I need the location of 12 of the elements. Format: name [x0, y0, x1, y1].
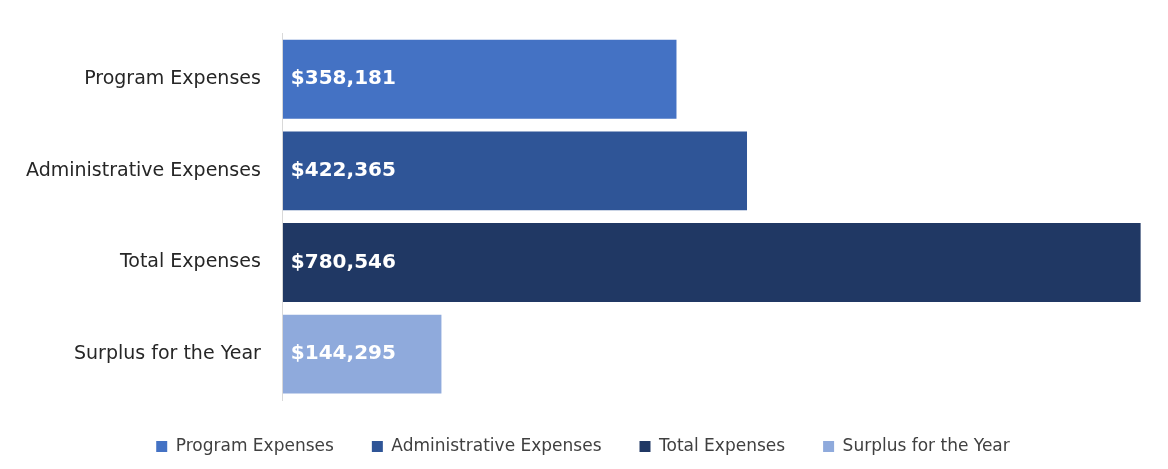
y-tick-label: Program Expenses: [84, 66, 261, 89]
y-tick-label: Total Expenses: [118, 249, 261, 272]
legend-label: Administrative Expenses: [391, 434, 602, 455]
data-label: $422,365: [290, 157, 396, 182]
y-tick-label: Administrative Expenses: [25, 157, 261, 180]
y-tick-label: Surplus for the Year: [74, 341, 262, 364]
data-label: $144,295: [290, 340, 396, 365]
data-label: $780,546: [290, 248, 396, 273]
data-label: $358,181: [290, 65, 396, 90]
legend-label: Program Expenses: [175, 434, 334, 455]
legend-label: Total Expenses: [657, 434, 786, 455]
legend-label: Surplus for the Year: [842, 434, 1010, 455]
